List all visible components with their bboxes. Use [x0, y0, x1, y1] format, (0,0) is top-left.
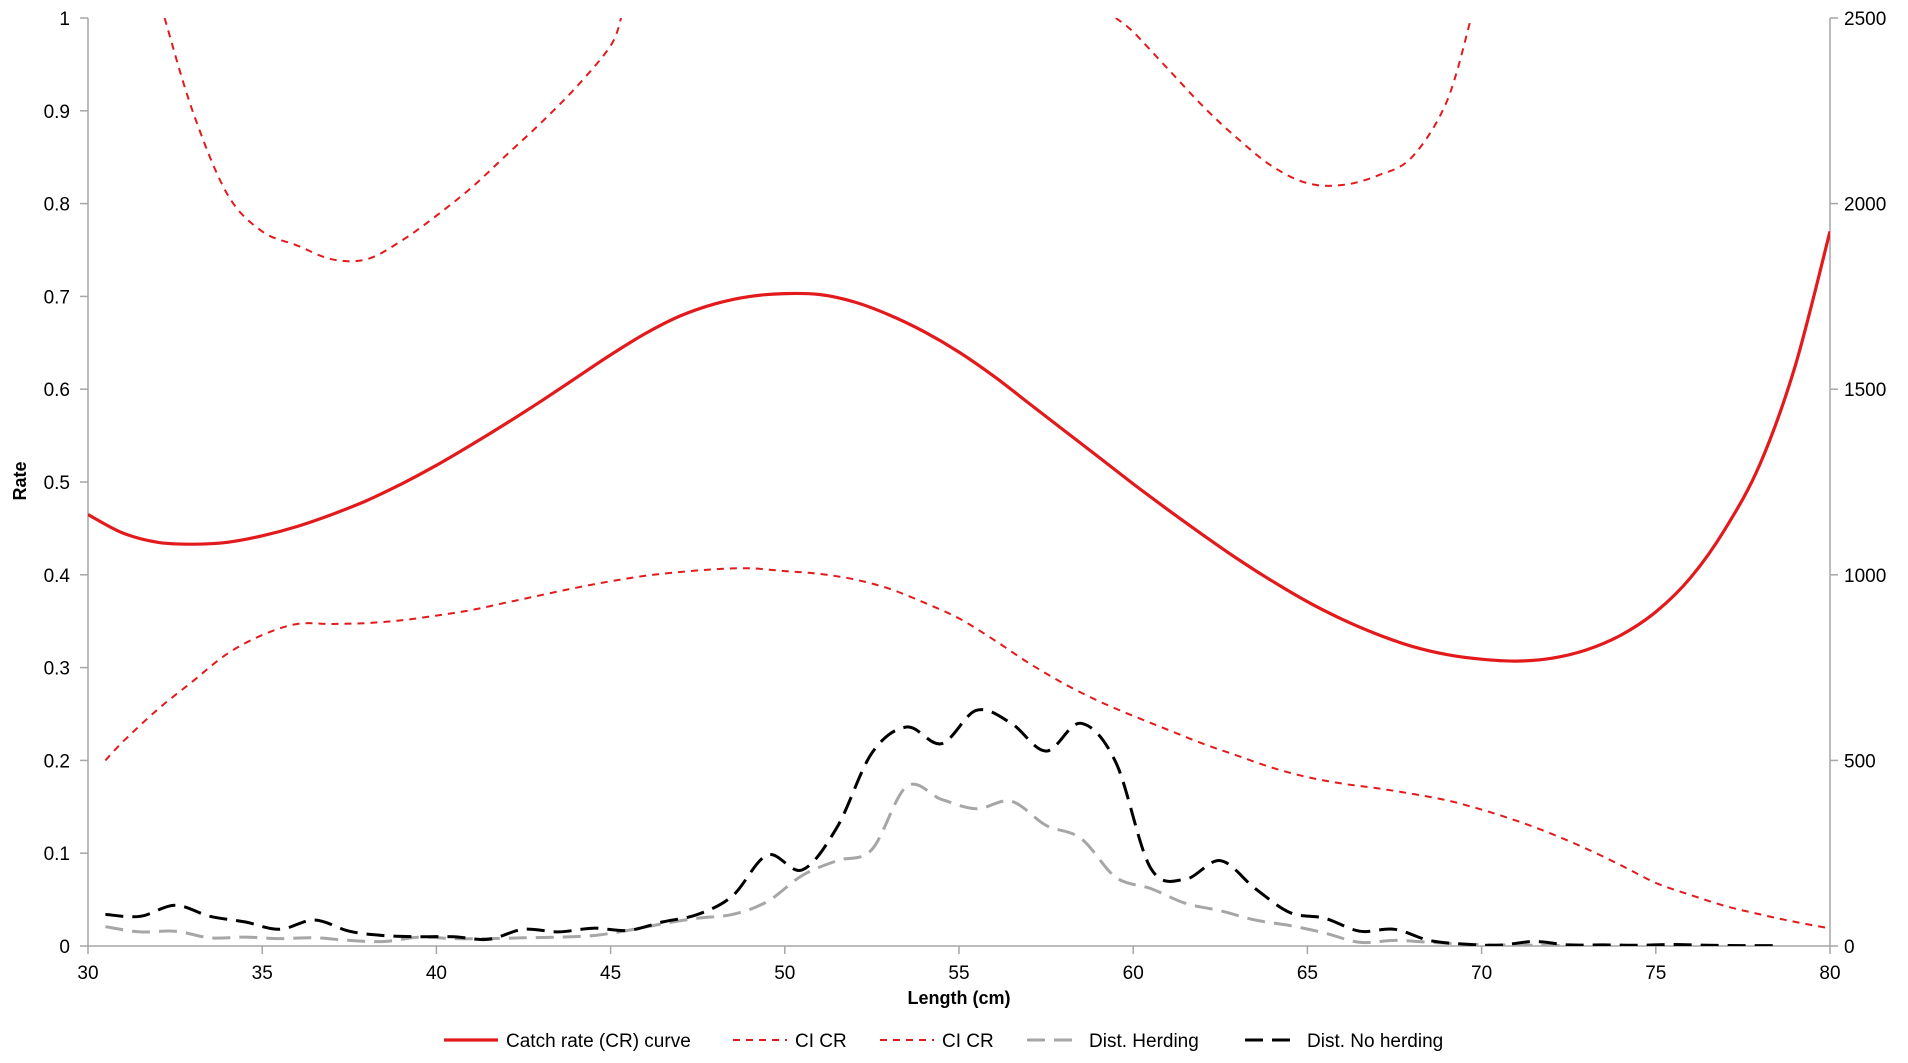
- x-tick-label: 70: [1471, 963, 1492, 984]
- y-tick-label: 0.3: [44, 659, 70, 680]
- y2-tick-label: 1000: [1844, 566, 1886, 587]
- legend-label: Catch rate (CR) curve: [506, 1031, 691, 1052]
- legend-label: Dist. Herding: [1089, 1031, 1199, 1052]
- x-tick-label: 50: [774, 963, 795, 984]
- y2-tick-label: 2000: [1844, 195, 1886, 216]
- y-axis-title: Rate: [10, 461, 30, 500]
- x-tick-label: 60: [1123, 963, 1144, 984]
- y2-tick-label: 1500: [1844, 380, 1886, 401]
- series-ci-cr-1-line: [104, 567, 1830, 930]
- x-tick-label: 75: [1645, 963, 1666, 984]
- y-tick-label: 0.4: [44, 566, 71, 587]
- series-dist-no-herding-4-line: [105, 708, 1778, 946]
- y2-tick-label: 2500: [1844, 9, 1886, 30]
- legend-label: CI CR: [942, 1031, 994, 1052]
- x-tick-label: 45: [600, 963, 621, 984]
- legend-label: Dist. No herding: [1307, 1031, 1443, 1052]
- series-ci-cr-2-line: [1115, 18, 1473, 187]
- y-tick-label: 0.6: [44, 380, 70, 401]
- legend-label: CI CR: [795, 1031, 847, 1052]
- x-tick-label: 55: [948, 963, 969, 984]
- y-tick-label: 0.9: [44, 102, 70, 123]
- x-axis-title: Length (cm): [908, 988, 1011, 1008]
- series-ci-cr-2-line: [163, 18, 623, 263]
- legend: Catch rate (CR) curve CI CR CI CR Dist. Her…: [444, 1031, 1443, 1052]
- y-tick-label: 0.8: [44, 195, 70, 216]
- y-tick-label: 1: [59, 9, 70, 30]
- y-tick-label: 0.2: [44, 751, 70, 772]
- axes: 30 35 40 45 50 55 60 65 70 75 8000.10.20.30.40.50.…: [44, 9, 1887, 984]
- x-tick-label: 80: [1819, 963, 1840, 984]
- series-catch-rate-cr-curve-0-line: [88, 231, 1830, 663]
- x-tick-label: 30: [77, 963, 98, 984]
- y2-tick-label: 500: [1844, 751, 1876, 772]
- series-dist-herding-3-line: [105, 782, 1569, 946]
- y-tick-label: 0.7: [44, 287, 70, 308]
- y-tick-label: 0.1: [44, 844, 70, 865]
- y-tick-label: 0: [59, 937, 70, 958]
- x-tick-label: 65: [1297, 963, 1318, 984]
- series-layer: [88, 18, 1830, 946]
- x-tick-label: 40: [426, 963, 447, 984]
- y-tick-label: 0.5: [44, 473, 70, 494]
- y2-tick-label: 0: [1844, 937, 1855, 958]
- x-tick-label: 35: [252, 963, 273, 984]
